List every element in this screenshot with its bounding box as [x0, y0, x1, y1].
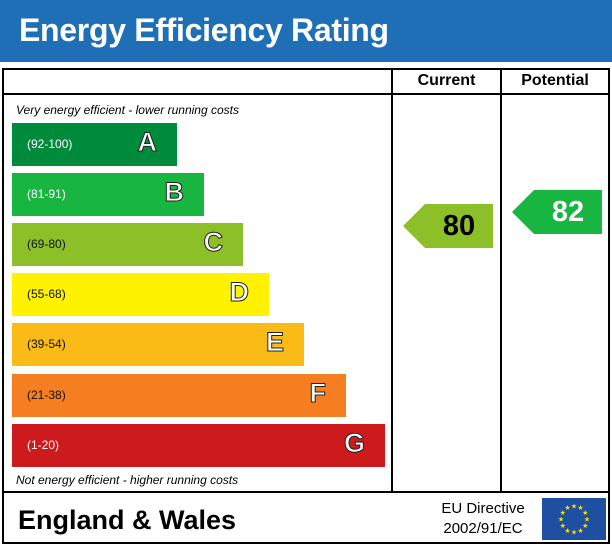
band-b-range: (81-91) — [27, 187, 66, 201]
band-g: (1-20) G — [12, 424, 385, 467]
band-b-letter: B — [164, 177, 184, 208]
eu-star-icon: ★ — [582, 522, 588, 530]
band-g-range: (1-20) — [27, 438, 60, 452]
band-e-range: (39-54) — [27, 337, 66, 351]
band-d: (55-68) D — [12, 273, 269, 316]
rating-table-frame — [2, 68, 610, 544]
band-c: (69-80) C — [12, 223, 243, 266]
band-c-letter: C — [203, 227, 223, 258]
inefficient-note: Not energy efficient - higher running co… — [16, 473, 239, 487]
eu-star-icon: ★ — [582, 509, 588, 517]
region-label: England & Wales — [18, 505, 237, 535]
page-title: Energy Efficiency Rating — [19, 12, 389, 48]
band-f: (21-38) F — [12, 374, 346, 417]
band-c-range: (69-80) — [27, 237, 66, 251]
eu-star-icon: ★ — [560, 522, 566, 530]
band-e: (39-54) E — [12, 323, 304, 366]
band-a: (92-100) A — [12, 123, 177, 166]
potential-rating-arrow: 82 — [512, 190, 602, 234]
band-a-range: (92-100) — [27, 137, 73, 151]
band-d-range: (55-68) — [27, 287, 66, 301]
eu-star-icon: ★ — [558, 516, 564, 524]
eu-star-icon: ★ — [577, 527, 583, 535]
eu-star-icon: ★ — [564, 527, 570, 535]
band-f-letter: F — [309, 378, 326, 409]
potential-rating-value: 82 — [551, 196, 585, 228]
band-a-letter: A — [137, 127, 157, 158]
footer-row-divider — [2, 491, 610, 493]
potential-column-divider — [500, 68, 502, 493]
eu-star-icon: ★ — [577, 504, 583, 512]
eu-star-icon: ★ — [560, 509, 566, 517]
current-rating-arrow: 80 — [403, 204, 493, 248]
current-column-header: Current — [417, 72, 476, 89]
header-banner: Energy Efficiency Rating — [0, 0, 612, 62]
band-b: (81-91) B — [12, 173, 204, 216]
eu-star-icon: ★ — [564, 504, 570, 512]
eu-star-icon: ★ — [571, 529, 577, 537]
current-rating-value: 80 — [442, 210, 476, 242]
eu-directive-number: 2002/91/EC — [443, 520, 523, 537]
eu-star-icon: ★ — [584, 516, 590, 524]
efficient-note: Very energy efficient - lower running co… — [16, 103, 239, 117]
band-g-letter: G — [343, 428, 365, 459]
band-d-letter: D — [229, 277, 249, 308]
band-f-range: (21-38) — [27, 388, 66, 402]
eu-flag-icon: ★ ★ ★ ★ ★ ★ ★ ★ ★ ★ ★ ★ — [542, 498, 606, 540]
potential-column-header: Potential — [521, 72, 589, 89]
eu-star-icon: ★ — [571, 503, 577, 511]
eu-directive-label: EU Directive — [441, 500, 525, 517]
band-e-letter: E — [265, 327, 284, 358]
header-row-divider — [2, 93, 610, 95]
current-column-divider — [391, 68, 393, 493]
